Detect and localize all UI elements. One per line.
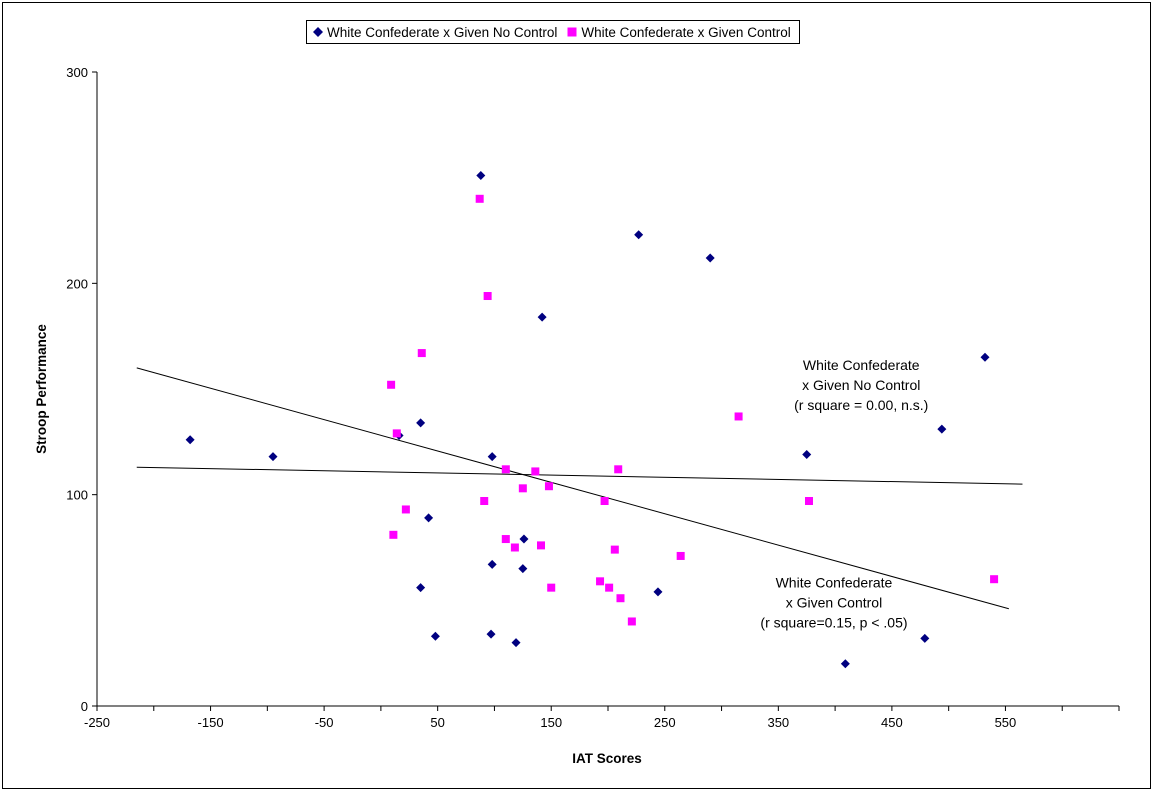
x-tick-label: -50 [315,715,334,730]
data-point-no-control [416,418,426,428]
data-point-control [392,429,401,438]
data-point-control [616,594,625,603]
trendline [136,466,1023,485]
data-point-control [510,543,519,552]
data-point-no-control [980,352,990,362]
data-point-no-control [519,534,529,544]
data-point-control [614,465,623,474]
x-tick-label: 250 [654,715,676,730]
annotation-line: x Given No Control [802,377,920,393]
data-point-no-control [185,435,195,445]
x-tick-label: 450 [881,715,903,730]
x-tick-label: 550 [995,715,1017,730]
data-point-control [389,530,398,539]
data-point-control [734,412,743,421]
data-point-no-control [634,230,644,240]
data-point-control [537,541,546,550]
data-point-control [596,577,605,586]
y-ticks: 0 100 200 300 [66,65,97,714]
legend-item-control: White Confederate x Given Control [567,24,791,40]
data-point-control [627,617,636,626]
data-point-no-control [416,583,426,593]
data-point-control [990,575,999,584]
annotation-line: White Confederate [803,357,920,373]
x-tick-label: -250 [84,715,110,730]
data-point-control [600,497,609,506]
annotation-line: (r square = 0.00, n.s.) [794,397,928,413]
data-point-control [401,505,410,514]
legend-item-no-control: White Confederate x Given No Control [313,25,557,40]
data-points [185,171,999,669]
annotation-line: x Given Control [786,595,882,611]
annotations: White Confederate x Given No Control (r sq… [760,357,928,631]
annotation-line: (r square=0.15, p < .05) [760,615,907,631]
data-point-no-control [487,452,497,462]
data-point-control [417,349,426,358]
data-point-no-control [424,513,434,523]
data-point-control [501,535,510,544]
data-point-no-control [653,587,663,597]
data-point-no-control [511,638,521,648]
data-point-no-control [840,659,850,669]
data-point-control [475,194,484,203]
data-point-control [804,497,813,506]
data-point-no-control [430,631,440,641]
legend-label-no-control: White Confederate x Given No Control [327,24,558,40]
data-point-no-control [487,559,497,569]
data-point-control [387,380,396,389]
data-point-no-control [802,450,812,460]
data-point-control [676,551,685,560]
diamond-marker-icon [313,27,323,37]
x-tick-label: 350 [767,715,789,730]
legend: White Confederate x Given No Control Whi… [306,20,800,44]
y-tick-label: 200 [66,276,88,291]
x-axis-title: IAT Scores [572,751,642,766]
data-point-no-control [937,424,947,434]
data-point-no-control [518,564,528,574]
x-tick-label: 150 [540,715,562,730]
square-marker-icon [567,27,577,37]
trendlines [136,367,1023,610]
data-point-no-control [486,629,496,639]
x-tick-label: -150 [198,715,224,730]
data-point-no-control [920,633,930,643]
y-tick-label: 0 [81,699,88,714]
data-point-control [547,583,556,592]
y-tick-label: 100 [66,488,88,503]
data-point-no-control [476,171,486,181]
x-tick-label: 50 [430,715,444,730]
data-point-control [605,583,614,592]
data-point-control [610,545,619,554]
y-tick-label: 300 [66,65,88,80]
annotation-line: White Confederate [776,575,893,591]
x-ticks: -250 -150 -50 50 150 250 350 450 550 [84,706,1120,730]
trendline [136,367,1009,610]
data-point-control [483,292,492,301]
data-point-control [501,465,510,474]
data-point-no-control [705,253,715,263]
data-point-control [544,482,553,491]
y-axis-title: Stroop Performance [34,324,49,454]
data-point-no-control [268,452,278,462]
legend-label-control: White Confederate x Given Control [581,24,791,40]
data-point-no-control [537,312,547,322]
data-point-control [531,467,540,476]
data-point-control [480,497,489,506]
data-point-control [518,484,527,493]
